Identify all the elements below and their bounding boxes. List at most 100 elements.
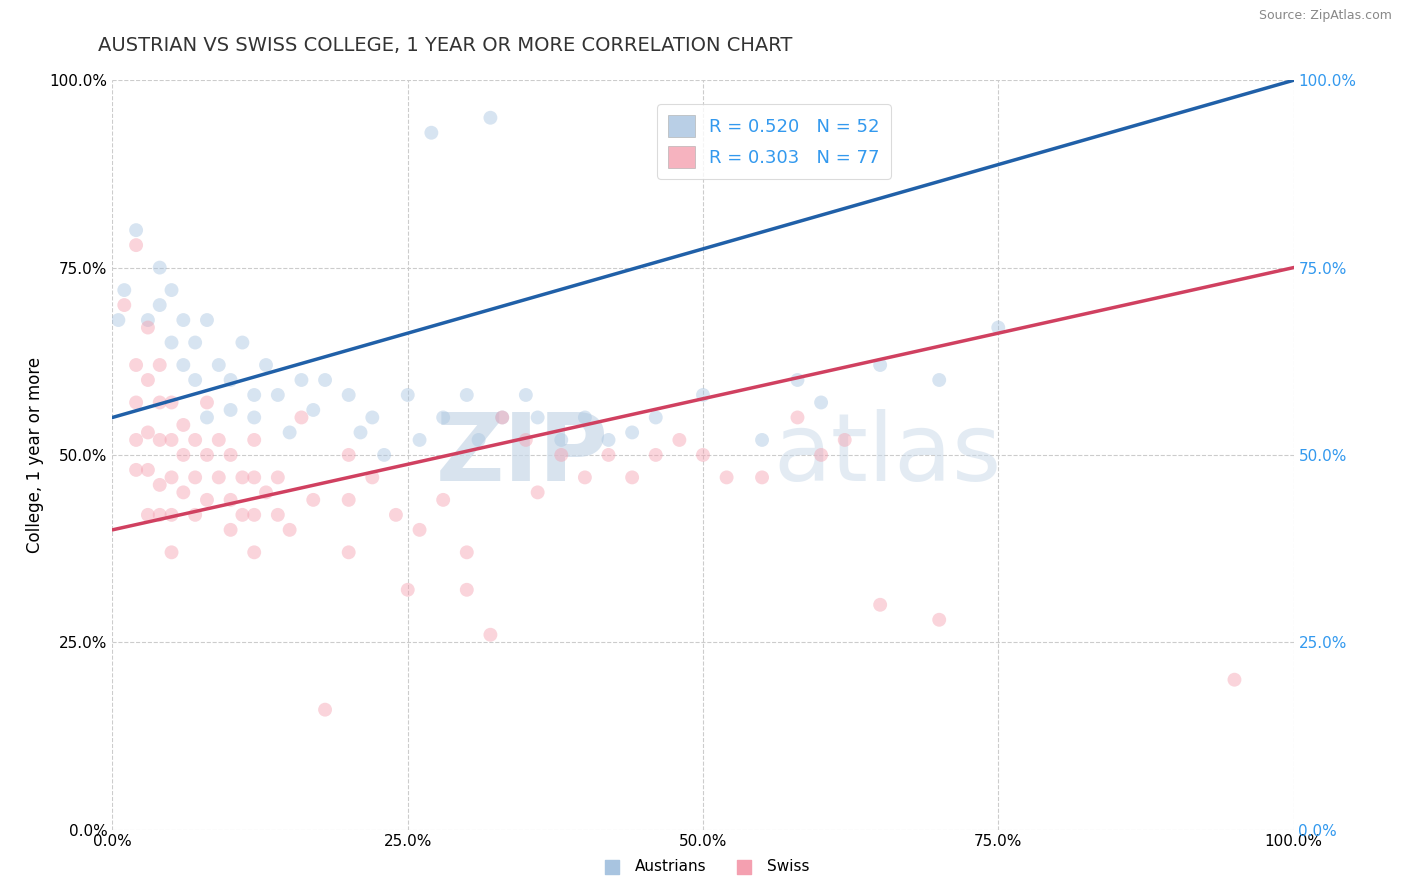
Point <box>278 523 301 537</box>
Point <box>408 523 430 537</box>
Point <box>644 448 666 462</box>
Point <box>107 313 129 327</box>
Point <box>479 111 502 125</box>
Point <box>160 470 183 484</box>
Point <box>231 470 253 484</box>
Point <box>172 358 194 372</box>
Point <box>184 508 207 522</box>
Point <box>337 545 360 559</box>
Point <box>125 238 148 252</box>
Point <box>716 470 738 484</box>
Point <box>219 448 242 462</box>
Point <box>550 448 572 462</box>
Point <box>337 448 360 462</box>
Point <box>751 470 773 484</box>
Point <box>349 425 371 440</box>
Point <box>574 470 596 484</box>
Point <box>491 410 513 425</box>
Point <box>267 470 290 484</box>
Point <box>550 433 572 447</box>
Point <box>361 470 384 484</box>
Point <box>810 395 832 409</box>
Point <box>337 492 360 507</box>
Point <box>987 320 1010 334</box>
Point <box>810 448 832 462</box>
Point <box>396 388 419 402</box>
Point <box>243 508 266 522</box>
Legend: Austrians, Swiss: Austrians, Swiss <box>591 853 815 880</box>
Point <box>267 388 290 402</box>
Point <box>267 508 290 522</box>
Point <box>172 448 194 462</box>
Legend: R = 0.520   N = 52, R = 0.303   N = 77: R = 0.520 N = 52, R = 0.303 N = 77 <box>657 104 891 179</box>
Point <box>692 388 714 402</box>
Point <box>136 508 159 522</box>
Point <box>184 433 207 447</box>
Point <box>786 373 808 387</box>
Point <box>361 410 384 425</box>
Point <box>751 433 773 447</box>
Point <box>834 433 856 447</box>
Point <box>231 508 253 522</box>
Point <box>869 358 891 372</box>
Point <box>195 410 218 425</box>
Point <box>149 260 172 275</box>
Point <box>125 358 148 372</box>
Point <box>160 395 183 409</box>
Point <box>621 470 644 484</box>
Point <box>515 433 537 447</box>
Point <box>432 410 454 425</box>
Point <box>195 395 218 409</box>
Point <box>598 448 620 462</box>
Point <box>456 545 478 559</box>
Point <box>290 410 312 425</box>
Point <box>160 433 183 447</box>
Point <box>125 395 148 409</box>
Point <box>396 582 419 597</box>
Point <box>243 545 266 559</box>
Point <box>208 470 231 484</box>
Point <box>928 613 950 627</box>
Point <box>149 508 172 522</box>
Point <box>302 492 325 507</box>
Point <box>219 403 242 417</box>
Point <box>243 410 266 425</box>
Point <box>243 470 266 484</box>
Point <box>869 598 891 612</box>
Point <box>515 388 537 402</box>
Point <box>456 582 478 597</box>
Point <box>491 410 513 425</box>
Point <box>254 358 277 372</box>
Point <box>136 320 159 334</box>
Point <box>1223 673 1246 687</box>
Text: atlas: atlas <box>773 409 1002 501</box>
Point <box>208 358 231 372</box>
Point <box>172 417 194 432</box>
Y-axis label: College, 1 year or more: College, 1 year or more <box>27 357 44 553</box>
Point <box>160 508 183 522</box>
Point <box>574 410 596 425</box>
Point <box>172 485 194 500</box>
Point <box>149 433 172 447</box>
Point <box>278 425 301 440</box>
Point <box>136 463 159 477</box>
Point <box>125 433 148 447</box>
Point <box>644 410 666 425</box>
Text: ZIP: ZIP <box>436 409 609 501</box>
Point <box>621 425 644 440</box>
Point <box>136 313 159 327</box>
Point <box>231 335 253 350</box>
Point <box>243 388 266 402</box>
Point <box>314 373 336 387</box>
Point <box>420 126 443 140</box>
Point <box>149 298 172 312</box>
Point <box>598 433 620 447</box>
Point <box>668 433 690 447</box>
Point <box>385 508 408 522</box>
Point <box>290 373 312 387</box>
Point <box>184 373 207 387</box>
Point <box>172 313 194 327</box>
Point <box>160 283 183 297</box>
Point <box>160 545 183 559</box>
Point <box>302 403 325 417</box>
